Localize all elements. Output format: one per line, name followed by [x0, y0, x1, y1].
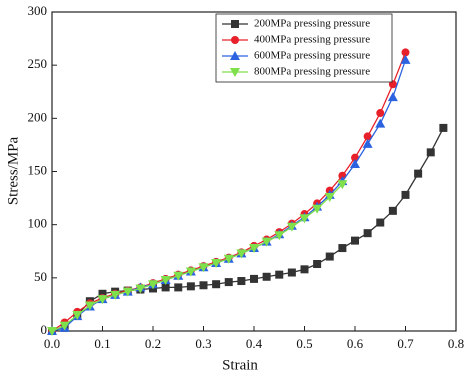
y-tick-label: 50: [34, 269, 47, 284]
marker: [275, 270, 284, 279]
marker: [376, 109, 385, 118]
marker: [325, 252, 334, 261]
marker: [287, 268, 296, 277]
y-tick-label: 150: [28, 162, 48, 177]
marker: [375, 118, 386, 128]
marker: [237, 277, 246, 286]
marker: [313, 260, 322, 269]
y-tick-label: 200: [28, 109, 48, 124]
x-tick-label: 0.5: [296, 336, 312, 351]
marker: [135, 284, 146, 294]
marker: [362, 138, 373, 148]
legend-label: 400MPa pressing pressure: [254, 34, 370, 46]
marker: [174, 283, 183, 292]
marker: [186, 282, 195, 291]
marker: [199, 281, 208, 290]
marker: [72, 311, 83, 321]
x-tick-label: 0.7: [397, 336, 414, 351]
legend-label: 800MPa pressing pressure: [254, 66, 370, 78]
marker: [274, 231, 285, 241]
series-line: [51, 183, 343, 332]
marker: [198, 263, 209, 273]
marker: [250, 274, 258, 283]
legend-label: 200MPa pressing pressure: [254, 18, 370, 30]
marker: [414, 169, 423, 178]
marker: [236, 249, 247, 259]
marker: [300, 265, 309, 274]
marker: [350, 159, 360, 169]
marker: [426, 148, 435, 157]
series-line: [51, 127, 444, 332]
series-line: [51, 52, 407, 332]
marker: [224, 278, 233, 287]
marker: [363, 132, 372, 141]
marker: [338, 244, 347, 253]
marker: [261, 237, 272, 247]
marker: [388, 206, 397, 215]
x-tick-label: 0.4: [246, 336, 263, 351]
marker: [223, 254, 234, 264]
marker: [299, 214, 310, 224]
marker: [337, 180, 348, 190]
marker: [59, 321, 70, 331]
marker: [110, 290, 121, 300]
y-tick-label: 250: [28, 56, 48, 71]
marker: [351, 236, 359, 245]
marker: [84, 301, 95, 311]
marker: [376, 218, 385, 227]
legend-marker: [230, 68, 240, 77]
marker: [185, 267, 196, 277]
legend-marker: [230, 51, 240, 60]
marker: [363, 229, 372, 238]
x-axis-label: Strain: [222, 357, 258, 373]
y-axis-label: Stress/MPa: [5, 136, 21, 205]
x-tick-label: 0.6: [347, 336, 364, 351]
marker: [122, 287, 133, 297]
marker: [401, 190, 410, 199]
x-tick-label: 0.2: [145, 336, 161, 351]
marker: [401, 48, 410, 57]
marker: [160, 275, 171, 285]
x-tick-label: 0.1: [94, 336, 110, 351]
marker: [286, 222, 297, 232]
marker: [312, 204, 323, 214]
legend-marker: [231, 36, 239, 44]
marker: [249, 244, 259, 254]
marker: [400, 54, 411, 64]
legend-label: 600MPa pressing pressure: [254, 50, 370, 62]
x-tick-label: 0.0: [44, 336, 60, 351]
marker: [173, 271, 184, 281]
marker: [47, 327, 57, 336]
x-tick-label: 0.8: [448, 336, 464, 351]
legend: 200MPa pressing pressure 400MPa pressing …: [215, 13, 393, 83]
marker: [262, 272, 271, 281]
marker: [212, 280, 221, 289]
marker: [387, 92, 398, 102]
marker: [211, 258, 222, 268]
y-tick-label: 300: [28, 3, 48, 18]
y-tick-label: 0: [41, 322, 48, 337]
marker: [324, 193, 335, 203]
legend-marker: [231, 20, 239, 28]
legend-box: [215, 13, 393, 83]
x-tick-label: 0.3: [195, 336, 211, 351]
y-tick-label: 100: [28, 216, 48, 231]
marker: [98, 289, 107, 298]
marker: [97, 295, 108, 305]
marker: [439, 123, 448, 132]
marker: [161, 283, 170, 292]
marker: [148, 280, 158, 290]
